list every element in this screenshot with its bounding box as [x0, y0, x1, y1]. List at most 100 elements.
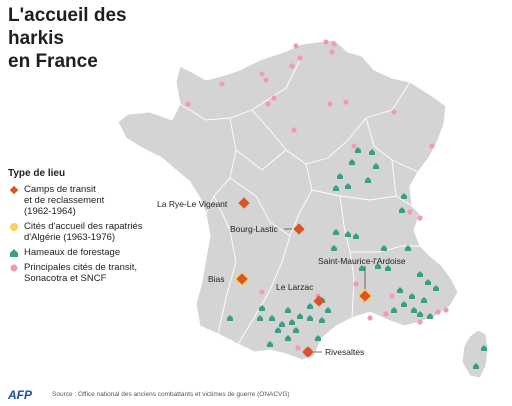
transit-city-marker	[323, 39, 329, 45]
label-bias: Bias	[208, 274, 225, 284]
label-bourg-lastic: Bourg-Lastic	[230, 224, 278, 234]
hameau-marker	[365, 177, 371, 183]
hameau-marker	[411, 307, 417, 313]
hameau-marker	[345, 183, 351, 189]
transit-city-marker	[259, 71, 265, 77]
transit-city-marker	[185, 101, 191, 107]
camp-marker	[313, 295, 325, 307]
camp-marker	[236, 273, 248, 285]
hameau-marker	[427, 313, 433, 319]
hameau-marker	[417, 311, 423, 317]
transit-city-marker	[435, 309, 441, 315]
hameau-marker	[325, 307, 331, 313]
hameau-marker	[355, 147, 361, 153]
hameau-marker	[417, 271, 423, 277]
transit-city-marker	[295, 345, 301, 351]
hameau-marker	[405, 245, 411, 251]
label-la-rye: La Rye-Le Vigeant	[157, 199, 228, 209]
hameau-marker	[373, 163, 379, 169]
hameau-marker	[307, 315, 313, 321]
transit-city-marker	[219, 81, 225, 87]
hameau-marker	[401, 193, 407, 199]
hameau-marker	[481, 345, 487, 351]
transit-city-marker	[259, 289, 265, 295]
transit-city-marker	[329, 49, 335, 55]
hameau-marker	[425, 279, 431, 285]
hameau-marker	[275, 327, 281, 333]
mainland-france	[117, 39, 459, 361]
hameau-marker	[473, 363, 479, 369]
hameau-marker	[391, 307, 397, 313]
hameau-marker	[331, 245, 337, 251]
label-saint-maurice: Saint-Maurice-l'Ardoise	[318, 256, 406, 266]
transit-city-marker	[389, 293, 395, 299]
legend: Type de lieu Camps de transit et de recl…	[8, 168, 158, 288]
transit-city-marker	[297, 55, 303, 61]
transit-city-marker	[263, 77, 269, 83]
camp-bourg-lastic: Bourg-Lastic	[230, 223, 305, 235]
corsica	[461, 329, 489, 379]
hameau-marker	[285, 335, 291, 341]
transit-city-marker	[391, 109, 397, 115]
hameau-marker	[267, 341, 273, 347]
transit-city-marker	[353, 281, 359, 287]
hameau-marker	[399, 207, 405, 213]
pink-circle-icon	[10, 264, 18, 272]
transit-city-marker	[417, 319, 423, 325]
transit-city-marker	[291, 127, 297, 133]
camp-rivesaltes: Rivesaltes	[302, 346, 364, 358]
hameau-marker	[381, 245, 387, 251]
title-line-1: L'accueil des harkis	[8, 5, 127, 49]
transit-cities-layer	[185, 39, 449, 351]
hameau-marker	[353, 233, 359, 239]
hameau-marker	[359, 265, 365, 271]
hameau-marker	[397, 287, 403, 293]
title-line-2: en France	[8, 51, 98, 72]
yellow-circle-icon	[10, 223, 18, 231]
source-text: Source : Office national des anciens com…	[52, 391, 290, 398]
hameau-marker	[269, 315, 275, 321]
hameau-marker	[375, 263, 381, 269]
legend-item-transit: Principales cités de transit, Sonacotra …	[8, 262, 158, 284]
france-map: La Rye-Le Vigeant Bourg-Lastic Saint-Mau…	[117, 39, 489, 379]
hameau-marker	[279, 321, 285, 327]
hameau-marker	[307, 303, 313, 309]
hameau-marker	[337, 173, 343, 179]
transit-city-marker	[417, 215, 423, 221]
legend-item-cites: Cités d'accueil des rapatriés d'Algérie …	[8, 221, 158, 243]
hameau-marker	[433, 285, 439, 291]
hameau-marker	[369, 149, 375, 155]
hameau-marker	[421, 297, 427, 303]
transit-city-marker	[367, 315, 373, 321]
hameau-marker	[315, 335, 321, 341]
legend-item-hameaux: Hameaux de forestage	[8, 247, 158, 258]
transit-city-marker	[327, 101, 333, 107]
camp-marker	[302, 346, 314, 358]
transit-city-marker	[407, 209, 413, 215]
transit-city-marker	[289, 63, 295, 69]
page-title: L'accueil des harkis en France	[8, 4, 178, 73]
hameau-marker	[293, 327, 299, 333]
transit-city-marker	[293, 43, 299, 49]
transit-city-marker	[271, 95, 277, 101]
footer: AFP Source : Office national des anciens…	[0, 384, 512, 406]
legend-item-camps: Camps de transit et de reclassement (196…	[8, 184, 158, 217]
hameau-marker	[259, 305, 265, 311]
camp-marker	[293, 223, 305, 235]
hameau-marker	[345, 231, 351, 237]
hameau-marker	[349, 159, 355, 165]
hameau-marker	[319, 317, 325, 323]
region-borders	[179, 59, 420, 345]
label-rivesaltes: Rivesaltes	[325, 347, 364, 357]
hameau-marker	[385, 265, 391, 271]
hameau-marker	[409, 293, 415, 299]
transit-city-marker	[351, 143, 357, 149]
legend-title: Type de lieu	[8, 168, 66, 179]
camp-saint-maurice: Saint-Maurice-l'Ardoise	[318, 256, 406, 302]
transit-city-marker	[443, 307, 449, 313]
camp-la-rye: La Rye-Le Vigeant	[157, 197, 250, 209]
transit-city-marker	[343, 99, 349, 105]
camp-marker	[238, 197, 250, 209]
transit-city-marker	[429, 143, 435, 149]
